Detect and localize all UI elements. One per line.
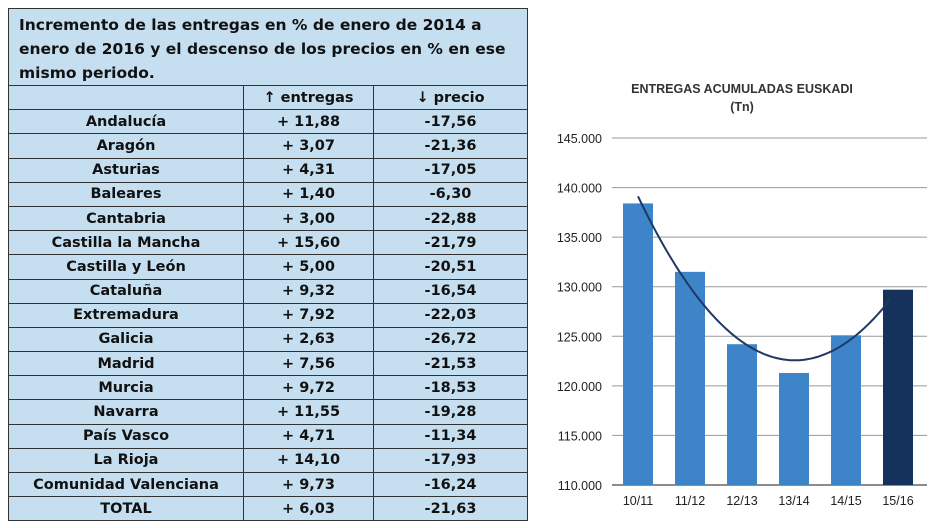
cell-entregas: + 9,72 [243, 375, 374, 401]
table-row: Navarra + 11,55 -19,28 [8, 399, 528, 425]
table-row: Cantabria + 3,00 -22,88 [8, 205, 528, 232]
cell-entregas: + 2,63 [243, 326, 374, 353]
bar-14/15 [831, 335, 861, 485]
cell-entregas: + 4,31 [243, 157, 374, 183]
cell-entregas: + 14,10 [243, 447, 374, 474]
cell-entregas: + 1,40 [243, 181, 374, 207]
cell-region: Murcia [8, 375, 244, 401]
cell-region: Comunidad Valenciana [8, 471, 244, 498]
cell-precio: -20,51 [373, 254, 528, 280]
cell-precio: -19,28 [373, 399, 528, 425]
cell-entregas: + 11,88 [243, 109, 374, 135]
cell-precio: -21,63 [373, 496, 528, 522]
cell-region: Castilla y León [8, 254, 244, 280]
header-entregas: ↑ entregas [243, 84, 374, 111]
table-row: Madrid + 7,56 -21,53 [8, 351, 528, 377]
cell-entregas: + 9,32 [243, 278, 374, 304]
cell-region: Castilla la Mancha [8, 230, 244, 256]
y-tick-label: 130.000 [557, 281, 602, 295]
table-row: Baleares + 1,40 -6,30 [8, 181, 528, 207]
cell-precio: -17,56 [373, 109, 528, 135]
table-row: Comunidad Valenciana + 9,73 -16,24 [8, 471, 528, 498]
cell-entregas: + 3,07 [243, 133, 374, 159]
cell-entregas: + 5,00 [243, 254, 374, 280]
cell-precio: -18,53 [373, 375, 528, 401]
cell-entregas: + 6,03 [243, 496, 374, 522]
regional-table: Incremento de las entregas en % de enero… [8, 8, 528, 522]
cell-region: Galicia [8, 326, 244, 353]
cell-region: Extremadura [8, 302, 244, 328]
y-tick-label: 125.000 [557, 330, 602, 344]
table-header-row: ↑ entregas ↓ precio [8, 84, 528, 111]
cell-precio: -22,88 [373, 205, 528, 232]
x-tick-label: 13/14 [778, 494, 809, 508]
cell-precio: -17,93 [373, 447, 528, 474]
y-tick-label: 115.000 [558, 429, 602, 443]
y-tick-label: 135.000 [557, 231, 602, 245]
cell-precio: -6,30 [373, 181, 528, 207]
cell-precio: -21,53 [373, 351, 528, 377]
cell-region: Madrid [8, 351, 244, 377]
chart-subtitle: (Tn) [730, 100, 754, 114]
x-tick-label: 10/11 [623, 494, 653, 508]
bar-10/11 [623, 203, 653, 486]
cell-region: Baleares [8, 181, 244, 207]
cell-precio: -22,03 [373, 302, 528, 328]
y-tick-label: 140.000 [557, 182, 602, 196]
table-row: Castilla y León + 5,00 -20,51 [8, 254, 528, 280]
table-row: TOTAL + 6,03 -21,63 [8, 496, 528, 522]
x-tick-label: 15/16 [882, 494, 913, 508]
table-row: Andalucía + 11,88 -17,56 [8, 109, 528, 135]
header-region [8, 84, 244, 111]
table-row: Cataluña + 9,32 -16,54 [8, 278, 528, 304]
x-tick-label: 14/15 [830, 494, 861, 508]
cell-region: La Rioja [8, 447, 244, 474]
cell-entregas: + 7,92 [243, 302, 374, 328]
table-row: País Vasco + 4,71 -11,34 [8, 423, 528, 449]
cell-entregas: + 11,55 [243, 399, 374, 425]
bar-13/14 [779, 372, 809, 485]
table-row: La Rioja + 14,10 -17,93 [8, 447, 528, 474]
table-row: Castilla la Mancha + 15,60 -21,79 [8, 230, 528, 256]
x-tick-label: 11/12 [675, 494, 705, 508]
trend-line [637, 195, 891, 362]
cell-precio: -11,34 [373, 423, 528, 449]
y-tick-label: 145.000 [557, 132, 602, 146]
cell-entregas: + 3,00 [243, 205, 374, 232]
cell-precio: -21,36 [373, 133, 528, 159]
cell-region: Cantabria [8, 205, 244, 232]
cell-precio: -16,54 [373, 278, 528, 304]
cell-entregas: + 7,56 [243, 351, 374, 377]
table-row: Aragón + 3,07 -21,36 [8, 133, 528, 159]
cell-region: Cataluña [8, 278, 244, 304]
chart-title: ENTREGAS ACUMULADAS EUSKADI [631, 82, 853, 96]
table-row: Asturias + 4,31 -17,05 [8, 157, 528, 183]
bar-11/12 [675, 271, 705, 485]
cell-region: Asturias [8, 157, 244, 183]
cell-precio: -16,24 [373, 471, 528, 498]
x-tick-label: 12/13 [726, 494, 757, 508]
y-tick-label: 110.000 [558, 479, 602, 493]
cell-region: TOTAL [8, 496, 244, 522]
cell-region: Andalucía [8, 109, 244, 135]
bar-15/16 [883, 289, 913, 485]
table-title: Incremento de las entregas en % de enero… [8, 8, 528, 86]
cell-entregas: + 15,60 [243, 230, 374, 256]
cell-region: Aragón [8, 133, 244, 159]
cell-precio: -26,72 [373, 326, 528, 353]
cell-region: Navarra [8, 399, 244, 425]
y-tick-label: 120.000 [557, 380, 602, 394]
table-row: Murcia + 9,72 -18,53 [8, 375, 528, 401]
table-row: Extremadura + 7,92 -22,03 [8, 302, 528, 328]
cell-precio: -21,79 [373, 230, 528, 256]
cell-entregas: + 4,71 [243, 423, 374, 449]
cell-region: País Vasco [8, 423, 244, 449]
bar-chart: ENTREGAS ACUMULADAS EUSKADI (Tn) 110.000… [557, 82, 927, 508]
header-precio: ↓ precio [373, 84, 528, 111]
table-row: Galicia + 2,63 -26,72 [8, 326, 528, 353]
bar-12/13 [727, 344, 757, 485]
cell-precio: -17,05 [373, 157, 528, 183]
cell-entregas: + 9,73 [243, 471, 374, 498]
